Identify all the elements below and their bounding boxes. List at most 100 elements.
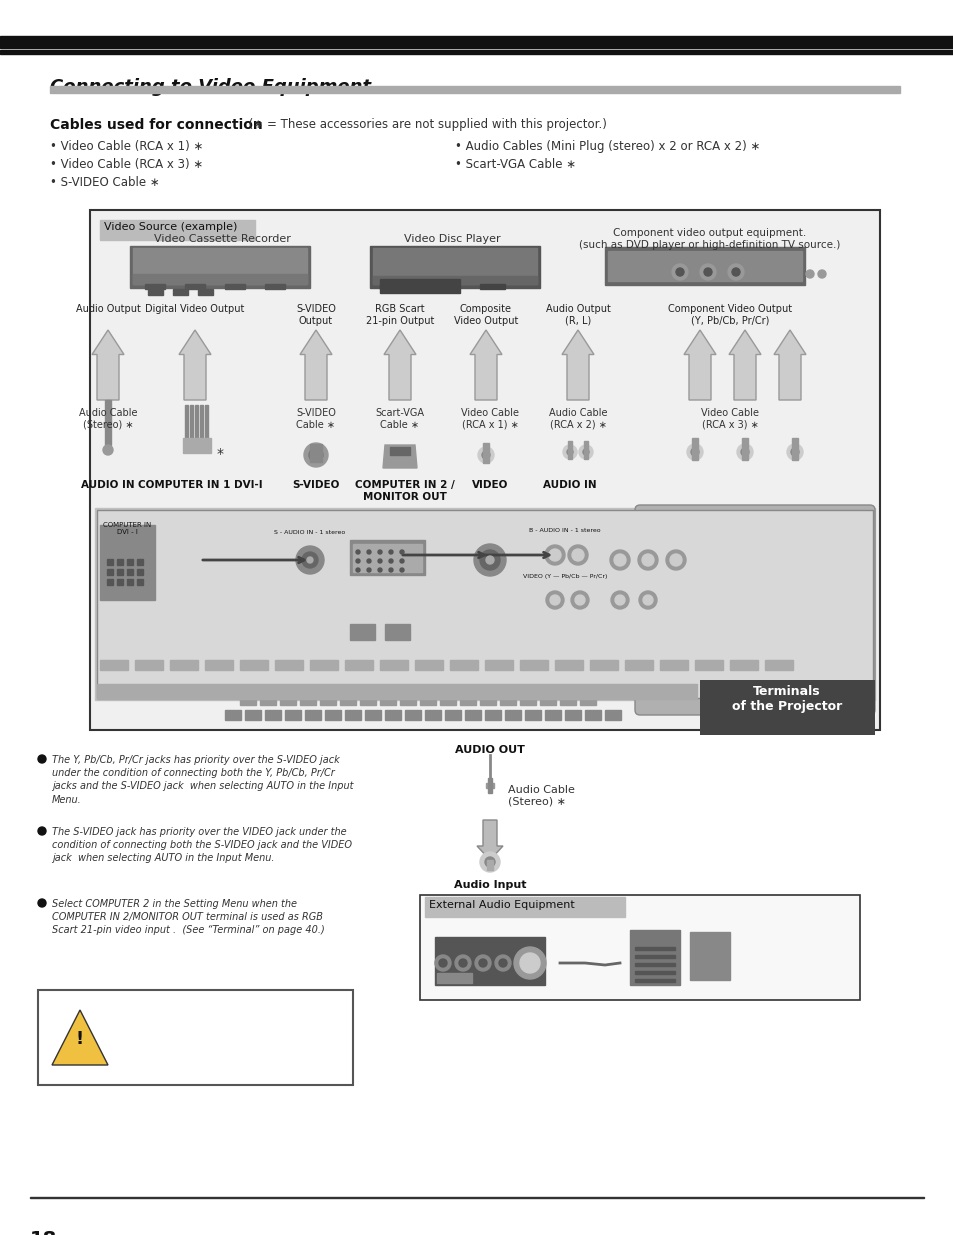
Text: Composite
Video Output: Composite Video Output	[454, 304, 517, 326]
Circle shape	[377, 568, 381, 572]
Bar	[385, 710, 400, 720]
Bar	[137, 579, 143, 585]
Bar	[345, 710, 360, 720]
Bar	[97, 510, 872, 698]
Bar	[635, 979, 675, 982]
Bar	[310, 445, 322, 462]
Bar	[130, 246, 310, 288]
Bar	[488, 778, 492, 793]
Bar	[185, 284, 205, 289]
Circle shape	[481, 451, 490, 459]
Bar	[659, 659, 687, 671]
Bar	[200, 405, 203, 440]
Bar	[424, 897, 624, 918]
Circle shape	[790, 448, 799, 456]
Circle shape	[817, 270, 825, 278]
Circle shape	[302, 552, 317, 568]
Bar	[729, 659, 758, 671]
Text: COMPUTER IN 2 /
MONITOR OUT: COMPUTER IN 2 / MONITOR OUT	[355, 480, 455, 501]
FancyArrow shape	[561, 330, 594, 400]
Bar	[499, 695, 516, 705]
Bar	[424, 710, 440, 720]
Bar	[379, 695, 395, 705]
Bar	[485, 783, 494, 788]
Bar	[194, 405, 198, 440]
Circle shape	[304, 443, 328, 467]
Text: • S-VIDEO Cable ∗: • S-VIDEO Cable ∗	[50, 177, 159, 189]
Circle shape	[639, 592, 657, 609]
Circle shape	[566, 450, 573, 454]
Circle shape	[578, 445, 593, 459]
Circle shape	[671, 264, 687, 280]
FancyArrow shape	[683, 330, 716, 400]
Bar	[583, 441, 587, 459]
Bar	[584, 710, 600, 720]
Bar	[240, 695, 255, 705]
FancyBboxPatch shape	[635, 505, 874, 715]
Text: • Video Cable (RCA x 1) ∗: • Video Cable (RCA x 1) ∗	[50, 140, 203, 153]
Bar	[390, 447, 410, 454]
Bar	[486, 860, 493, 869]
Circle shape	[575, 595, 584, 605]
Text: Component video output equipment.: Component video output equipment.	[613, 228, 806, 238]
Circle shape	[582, 450, 588, 454]
Text: • Video Cable (RCA x 3) ∗: • Video Cable (RCA x 3) ∗	[50, 158, 203, 170]
Text: Video Cable
(RCA x 1) ∗: Video Cable (RCA x 1) ∗	[460, 408, 518, 430]
Bar	[444, 710, 460, 720]
Text: Audio Cable
(Stereo) ∗: Audio Cable (Stereo) ∗	[507, 785, 575, 806]
Bar	[265, 284, 285, 289]
Text: Component Video Output
(Y, Pb/Cb, Pr/Cr): Component Video Output (Y, Pb/Cb, Pr/Cr)	[667, 304, 791, 326]
Bar	[524, 710, 540, 720]
Bar	[127, 569, 132, 576]
Bar	[145, 284, 165, 289]
Circle shape	[562, 445, 577, 459]
Circle shape	[567, 545, 587, 564]
Bar	[260, 695, 275, 705]
Text: 18: 18	[30, 1230, 57, 1235]
Circle shape	[367, 550, 371, 555]
Text: !: !	[76, 1030, 84, 1049]
Bar	[379, 659, 408, 671]
Text: • Audio Cables (Mini Plug (stereo) x 2 or RCA x 2) ∗: • Audio Cables (Mini Plug (stereo) x 2 o…	[455, 140, 760, 153]
Bar	[635, 947, 675, 950]
Circle shape	[641, 555, 654, 566]
Bar	[450, 659, 477, 671]
Text: S - AUDIO IN - 1 stereo: S - AUDIO IN - 1 stereo	[274, 530, 345, 535]
Bar	[265, 710, 281, 720]
Text: Digital Video Output: Digital Video Output	[145, 304, 244, 314]
Circle shape	[367, 568, 371, 572]
Bar	[245, 710, 261, 720]
Bar	[415, 659, 442, 671]
Bar	[310, 659, 337, 671]
Circle shape	[514, 947, 545, 979]
FancyArrow shape	[384, 330, 416, 400]
Polygon shape	[382, 445, 416, 468]
Bar	[190, 405, 193, 440]
Bar	[544, 710, 560, 720]
Circle shape	[676, 268, 683, 275]
Text: AUDIO IN: AUDIO IN	[542, 480, 597, 490]
Bar	[504, 710, 520, 720]
Circle shape	[545, 592, 563, 609]
Bar	[439, 695, 456, 705]
Circle shape	[477, 447, 494, 463]
Circle shape	[638, 550, 658, 571]
Bar	[172, 289, 188, 295]
Bar	[624, 659, 652, 671]
Bar	[305, 710, 320, 720]
Bar	[107, 579, 112, 585]
Bar	[764, 659, 792, 671]
Bar	[589, 659, 618, 671]
Circle shape	[544, 545, 564, 564]
Text: *: *	[216, 447, 223, 461]
Text: Video Source (example): Video Source (example)	[104, 222, 237, 232]
Circle shape	[550, 595, 559, 605]
Bar	[564, 710, 580, 720]
Circle shape	[389, 559, 393, 563]
Bar	[629, 930, 679, 986]
Text: (∗ = These accessories are not supplied with this projector.): (∗ = These accessories are not supplied …	[245, 119, 606, 131]
Text: S-VIDEO: S-VIDEO	[292, 480, 339, 490]
Bar	[137, 559, 143, 564]
Text: • Scart-VGA Cable ∗: • Scart-VGA Cable ∗	[455, 158, 576, 170]
Bar	[100, 220, 254, 240]
